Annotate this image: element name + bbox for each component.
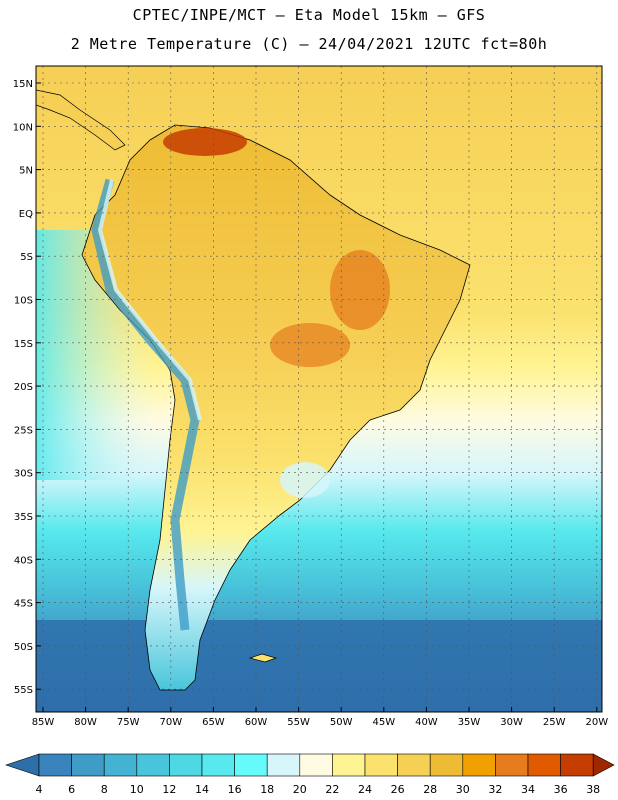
colorbar-segment — [560, 753, 594, 777]
colorbar-label: 12 — [162, 783, 177, 796]
colorbar-label: 6 — [68, 783, 76, 796]
lon-label: 70W — [159, 717, 182, 728]
lon-label: 30W — [500, 717, 523, 728]
lon-label: 40W — [415, 717, 438, 728]
falkland-islands — [248, 653, 278, 663]
colorbar-label: 4 — [35, 783, 43, 796]
colorbar-segment — [527, 753, 561, 777]
southern-brazil-cool-area — [280, 462, 330, 498]
lon-label: 75W — [117, 717, 140, 728]
lon-label: 20W — [585, 717, 608, 728]
colorbar-label: 22 — [325, 783, 340, 796]
lon-label: 60W — [245, 717, 268, 728]
colorbar-label: 14 — [195, 783, 209, 796]
longitude-labels: 85W 80W 75W 70W 65W 60W 55W 50W 45W 40W 35W 30W 25W 2… — [32, 707, 608, 728]
colorbar-segment — [299, 753, 333, 777]
colorbar-label: 32 — [488, 783, 503, 796]
southern-cold-band — [36, 620, 602, 712]
colorbar-segment — [462, 753, 496, 777]
colorbar-label: 30 — [455, 783, 470, 796]
colorbar-label: 18 — [260, 783, 275, 796]
colorbar-label: 28 — [423, 783, 438, 796]
colorbar-label: 8 — [100, 783, 108, 796]
andes-cold-ridge — [91, 178, 200, 631]
lat-label: 50S — [14, 642, 33, 653]
colorbar-segment — [495, 753, 529, 777]
colorbar-segment — [332, 753, 366, 777]
lat-label: 15S — [14, 339, 33, 350]
colorbar-label: 16 — [227, 783, 242, 796]
colorbar-label: 36 — [553, 783, 568, 796]
colorbar-segment — [429, 753, 464, 777]
colorbar-segment — [71, 753, 105, 777]
lon-label: 80W — [74, 717, 97, 728]
title-line-2: 2 Metre Temperature (C) – 24/04/2021 12U… — [70, 35, 548, 53]
colorbar-segment — [169, 753, 203, 777]
lat-label: 5N — [19, 166, 33, 177]
colorbar-right-arrow — [592, 753, 615, 777]
title-line-1: CPTEC/INPE/MCT – Eta Model 15km – GFS — [132, 6, 486, 24]
lon-label: 50W — [330, 717, 353, 728]
colorbar-segment — [266, 753, 301, 777]
map-frame — [35, 65, 603, 713]
colorbar-label: 26 — [390, 783, 405, 796]
lon-label: 25W — [543, 717, 566, 728]
colorbar-label: 10 — [129, 783, 144, 796]
lon-label: 55W — [287, 717, 310, 728]
colorbar-segment — [234, 753, 268, 777]
colorbar-label: 34 — [521, 783, 535, 796]
lat-label: 10S — [14, 296, 33, 307]
latitude-labels: 15N 10N 5N EQ 5S 10S 15S 20S 25S 30S 35S 40S 45S 50S 5… — [13, 79, 41, 696]
colorbar — [5, 753, 615, 777]
lat-label: 30S — [14, 469, 33, 480]
lat-label: 35S — [14, 512, 33, 523]
central-america-land — [36, 89, 126, 151]
colorbar-segment — [38, 753, 72, 777]
map-field — [36, 66, 602, 712]
colorbar-segment — [103, 753, 138, 777]
lat-label: 40S — [14, 555, 33, 566]
lat-label: 25S — [14, 425, 33, 436]
colorbar-segment — [201, 753, 235, 777]
colorbar-segment — [397, 753, 431, 777]
graticule — [36, 66, 602, 712]
colorbar-left-arrow — [5, 753, 40, 777]
colorbar-segment — [136, 753, 170, 777]
lon-label: 85W — [32, 717, 55, 728]
lat-label: 5S — [20, 252, 33, 263]
lat-label: 15N — [13, 79, 33, 90]
colorbar-label: 38 — [586, 783, 601, 796]
colorbar-segment — [364, 753, 398, 777]
venezuela-hot-spot — [163, 128, 247, 156]
lat-label: 20S — [14, 382, 33, 393]
lat-label: EQ — [19, 209, 33, 220]
brazil-warm-area — [330, 250, 390, 330]
lon-label: 65W — [202, 717, 225, 728]
lon-label: 35W — [458, 717, 481, 728]
lat-label: 55S — [14, 685, 33, 696]
andes-snow-line — [97, 179, 202, 421]
central-warm-area — [270, 323, 350, 367]
lat-label: 45S — [14, 599, 33, 610]
colorbar-label: 24 — [358, 783, 372, 796]
lat-label: 10N — [13, 122, 33, 133]
colorbar-label: 20 — [292, 783, 307, 796]
lon-label: 45W — [372, 717, 395, 728]
